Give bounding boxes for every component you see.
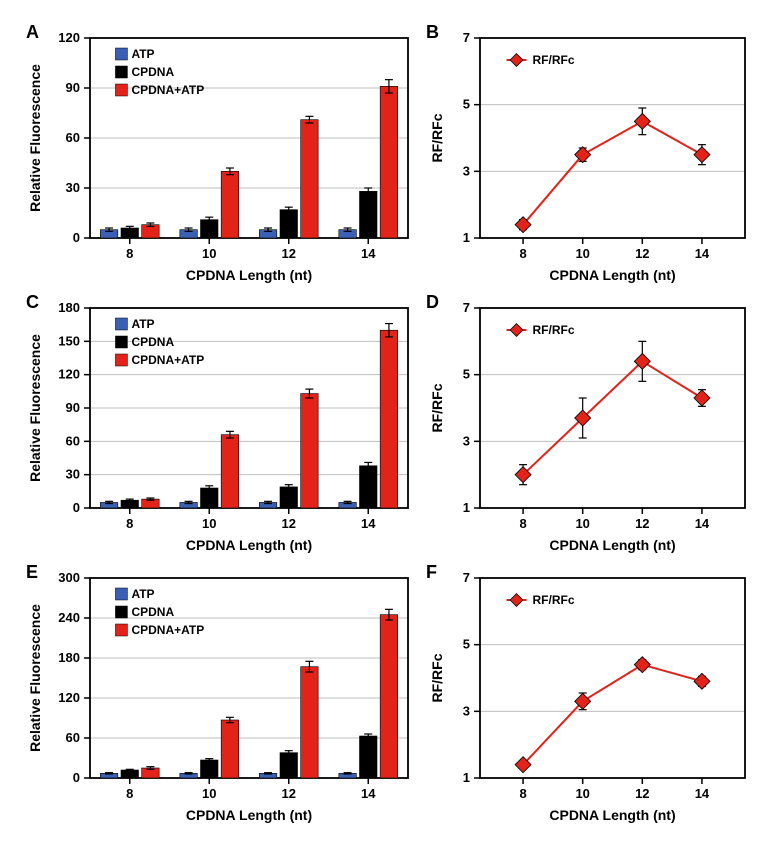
svg-text:CPDNA Length (nt): CPDNA Length (nt) bbox=[549, 807, 675, 823]
svg-text:ATP: ATP bbox=[131, 317, 154, 331]
svg-text:10: 10 bbox=[202, 516, 216, 531]
figure-grid: A 03060901208101214CPDNA Length (nt)Rela… bbox=[20, 20, 760, 830]
svg-text:CPDNA Length (nt): CPDNA Length (nt) bbox=[549, 267, 675, 283]
svg-text:3: 3 bbox=[463, 163, 470, 178]
svg-text:12: 12 bbox=[635, 516, 649, 531]
svg-text:CPDNA Length (nt): CPDNA Length (nt) bbox=[186, 267, 312, 283]
chart-B: 1 3 5 7 8 10 12 14 CPDNA Length (nt) RF/RFc RF/RFc bbox=[420, 20, 760, 290]
svg-text:CPDNA: CPDNA bbox=[131, 65, 174, 79]
chart-A: 0 30 60 90 120 8 10 12 14 CPDNA Length (nt) Relati… bbox=[20, 20, 420, 290]
svg-text:12: 12 bbox=[282, 246, 296, 261]
svg-text:CPDNA: CPDNA bbox=[131, 335, 174, 349]
svg-text:0: 0 bbox=[73, 230, 80, 245]
svg-text:1: 1 bbox=[463, 230, 470, 245]
svg-text:30: 30 bbox=[66, 467, 80, 482]
svg-text:RF/RFc: RF/RFc bbox=[429, 383, 445, 432]
svg-text:RF/RFc: RF/RFc bbox=[533, 593, 575, 607]
svg-text:Relative Fluorescence: Relative Fluorescence bbox=[27, 64, 43, 212]
panel-label-E: E bbox=[26, 562, 38, 583]
svg-text:1: 1 bbox=[463, 500, 470, 515]
svg-text:180: 180 bbox=[58, 300, 80, 315]
svg-text:8: 8 bbox=[519, 786, 526, 801]
svg-text:10: 10 bbox=[575, 516, 589, 531]
svg-text:120: 120 bbox=[58, 30, 80, 45]
svg-text:12: 12 bbox=[282, 786, 296, 801]
svg-text:CPDNA Length (nt): CPDNA Length (nt) bbox=[549, 537, 675, 553]
svg-text:0: 0 bbox=[73, 770, 80, 785]
svg-text:12: 12 bbox=[282, 516, 296, 531]
svg-text:90: 90 bbox=[66, 80, 80, 95]
svg-text:RF/RFc: RF/RFc bbox=[429, 653, 445, 702]
panel-label-B: B bbox=[426, 22, 439, 43]
svg-text:CPDNA+ATP: CPDNA+ATP bbox=[131, 353, 204, 367]
svg-text:60: 60 bbox=[66, 130, 80, 145]
svg-text:10: 10 bbox=[575, 246, 589, 261]
panel-B: B 1 3 5 7 8 10 12 14 CPDNA Length (nt) RF/RFc RF/R… bbox=[420, 20, 760, 290]
svg-text:CPDNA Length (nt): CPDNA Length (nt) bbox=[186, 807, 312, 823]
svg-text:14: 14 bbox=[361, 786, 376, 801]
svg-text:8: 8 bbox=[519, 516, 526, 531]
panel-F: F 1 3 5 7 8 10 12 14 CPDNA Length (nt) RF/RFc RF/R… bbox=[420, 560, 760, 830]
svg-text:RF/RFc: RF/RFc bbox=[533, 53, 575, 67]
svg-text:5: 5 bbox=[463, 367, 470, 382]
svg-text:1: 1 bbox=[463, 770, 470, 785]
svg-text:180: 180 bbox=[58, 650, 80, 665]
svg-text:5: 5 bbox=[463, 97, 470, 112]
svg-text:120: 120 bbox=[58, 367, 80, 382]
panel-label-F: F bbox=[426, 562, 437, 583]
svg-text:CPDNA+ATP: CPDNA+ATP bbox=[131, 83, 204, 97]
svg-text:30: 30 bbox=[66, 180, 80, 195]
svg-text:RF/RFc: RF/RFc bbox=[533, 323, 575, 337]
svg-text:60: 60 bbox=[66, 730, 80, 745]
svg-text:150: 150 bbox=[58, 333, 80, 348]
svg-text:CPDNA Length (nt): CPDNA Length (nt) bbox=[186, 537, 312, 553]
svg-text:Relative Fluorescence: Relative Fluorescence bbox=[27, 604, 43, 752]
panel-E: E 0 60 120 180 240 300 8 10 12 14 CPDNA Length (nt… bbox=[20, 560, 420, 830]
svg-text:14: 14 bbox=[695, 786, 710, 801]
chart-E: 0 60 120 180 240 300 8 10 12 14 CPDNA Length (nt) R… bbox=[20, 560, 420, 830]
svg-text:RF/RFc: RF/RFc bbox=[429, 113, 445, 162]
chart-F: 1 3 5 7 8 10 12 14 CPDNA Length (nt) RF/RFc RF/RFc bbox=[420, 560, 760, 830]
panel-D: D 1 3 5 7 8 10 12 14 CPDNA Length (nt) RF/RFc RF/R… bbox=[420, 290, 760, 560]
panel-C: C 0 30 60 90 120 150 180 8 10 12 14 CPDNA Length (n… bbox=[20, 290, 420, 560]
svg-text:90: 90 bbox=[66, 400, 80, 415]
svg-text:8: 8 bbox=[519, 246, 526, 261]
svg-text:8: 8 bbox=[126, 516, 133, 531]
panel-A: A 0 30 60 90 120 8 10 12 14 CPDNA Length (nt) Rela… bbox=[20, 20, 420, 290]
svg-text:CPDNA: CPDNA bbox=[131, 605, 174, 619]
svg-text:60: 60 bbox=[66, 433, 80, 448]
chart-C: 0 30 60 90 120 150 180 8 10 12 14 CPDNA Length (nt)… bbox=[20, 290, 420, 560]
svg-text:7: 7 bbox=[463, 30, 470, 45]
panel-label-C: C bbox=[26, 292, 39, 313]
svg-text:Relative Fluorescence: Relative Fluorescence bbox=[27, 334, 43, 482]
svg-text:0: 0 bbox=[73, 500, 80, 515]
svg-text:CPDNA+ATP: CPDNA+ATP bbox=[131, 623, 204, 637]
svg-text:8: 8 bbox=[126, 786, 133, 801]
svg-text:120: 120 bbox=[58, 690, 80, 705]
svg-text:14: 14 bbox=[361, 246, 376, 261]
svg-text:7: 7 bbox=[463, 300, 470, 315]
svg-text:300: 300 bbox=[58, 570, 80, 585]
svg-text:ATP: ATP bbox=[131, 47, 154, 61]
svg-text:14: 14 bbox=[695, 516, 710, 531]
svg-text:ATP: ATP bbox=[131, 587, 154, 601]
svg-text:12: 12 bbox=[635, 786, 649, 801]
svg-text:3: 3 bbox=[463, 433, 470, 448]
panel-label-A: A bbox=[26, 22, 39, 43]
svg-text:12: 12 bbox=[635, 246, 649, 261]
svg-text:10: 10 bbox=[202, 786, 216, 801]
panel-label-D: D bbox=[426, 292, 439, 313]
svg-text:3: 3 bbox=[463, 703, 470, 718]
chart-D: 1 3 5 7 8 10 12 14 CPDNA Length (nt) RF/RFc RF/RFc bbox=[420, 290, 760, 560]
svg-text:10: 10 bbox=[575, 786, 589, 801]
svg-text:8: 8 bbox=[126, 246, 133, 261]
svg-text:7: 7 bbox=[463, 570, 470, 585]
svg-text:10: 10 bbox=[202, 246, 216, 261]
svg-text:14: 14 bbox=[361, 516, 376, 531]
svg-text:5: 5 bbox=[463, 637, 470, 652]
svg-text:240: 240 bbox=[58, 610, 80, 625]
svg-text:14: 14 bbox=[695, 246, 710, 261]
